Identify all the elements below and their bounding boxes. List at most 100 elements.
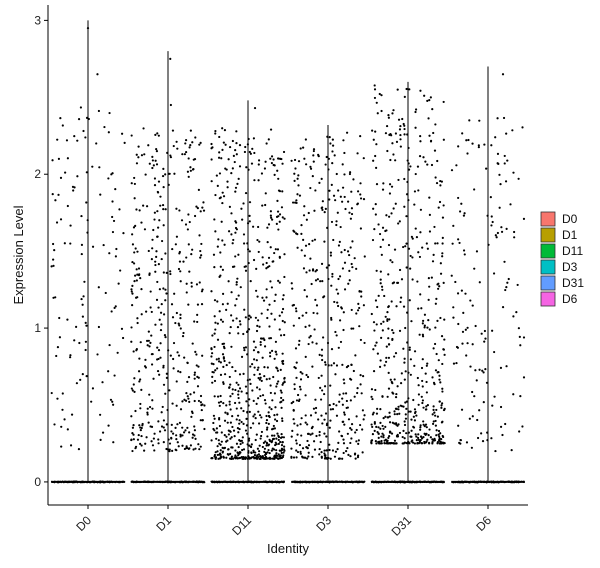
data-point [306,457,309,460]
data-point [387,356,391,359]
data-point [274,454,278,457]
data-point [391,282,394,285]
data-point [229,408,232,411]
data-point [238,422,241,425]
data-point [416,436,420,440]
data-point [276,248,280,251]
data-point [66,318,69,321]
data-point [136,250,139,253]
data-point [384,315,387,318]
data-point [188,447,191,450]
data-point [385,214,388,217]
data-point [320,354,324,357]
data-point [177,267,181,271]
data-point [442,100,445,104]
data-point [374,344,377,347]
data-point [314,411,317,414]
data-point [91,165,94,168]
data-point [484,367,487,371]
data-point [248,378,251,381]
data-point [303,157,306,160]
data-point [220,440,223,443]
data-point [398,412,401,415]
data-point [311,365,314,368]
data-point [276,369,280,372]
data-point [341,163,344,166]
data-point [169,57,172,60]
data-point [390,432,394,435]
data-point [227,280,230,283]
data-point [240,456,243,459]
data-point [265,428,269,431]
data-point [237,445,240,449]
data-point [242,409,245,413]
data-point [150,363,154,366]
data-point [442,348,445,351]
data-point [417,384,420,387]
data-point [309,414,313,417]
data-point [230,233,233,236]
data-point [388,415,391,418]
data-point [231,425,234,429]
data-point [347,282,350,285]
data-point [157,438,160,441]
data-point [225,308,228,311]
data-point [238,373,242,376]
data-point [214,328,217,331]
data-point [147,421,150,424]
data-point [215,437,218,440]
data-point [403,127,406,131]
data-point [261,356,264,359]
data-point [481,440,485,443]
data-point [165,292,168,295]
data-point [409,373,412,376]
data-point [420,395,423,398]
data-point [323,449,326,452]
data-point [234,454,237,457]
data-point [330,364,333,367]
data-point [195,283,199,286]
data-point [143,153,146,156]
data-point [331,408,335,411]
data-point [339,225,342,229]
data-point [279,436,283,439]
data-point [382,434,385,437]
data-point [437,287,440,290]
data-point [343,248,346,252]
data-point [491,220,494,224]
data-point [300,232,303,235]
data-point [274,418,277,421]
data-point [96,73,99,76]
data-point [139,378,142,381]
data-point [80,297,83,301]
data-point [255,457,258,460]
data-point [221,127,224,130]
data-point [414,110,417,114]
data-point [198,234,201,237]
data-point [221,292,225,295]
data-point [200,403,203,407]
data-point [341,403,344,406]
data-point [165,376,168,379]
data-point [375,412,379,415]
data-point [435,408,438,412]
data-point [379,421,382,424]
data-point [164,173,167,176]
data-point [234,190,237,193]
data-point [344,450,348,453]
data-point [303,288,306,292]
data-point [234,304,237,307]
data-point [274,340,278,343]
data-point [219,455,223,458]
data-point [175,434,178,437]
data-point [130,290,133,293]
data-point [257,422,261,425]
data-point [222,365,225,369]
data-point [387,337,390,340]
data-point [403,133,406,136]
data-point [226,302,229,305]
data-point [171,432,175,435]
data-point [250,451,253,454]
data-point [243,348,246,352]
data-point [424,372,427,375]
